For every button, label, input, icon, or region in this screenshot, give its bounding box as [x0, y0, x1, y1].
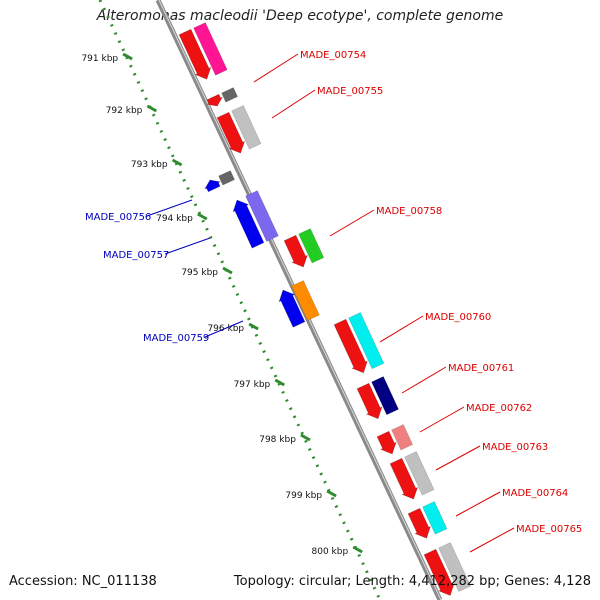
- label-leader-line: [204, 320, 244, 338]
- tick-label: 794 kbp: [156, 214, 193, 224]
- label-leader-line: [253, 53, 299, 83]
- tick-mark: [146, 104, 158, 113]
- gene-arrow[interactable]: [232, 199, 265, 249]
- accession-text: Accession: NC_011138: [9, 574, 157, 589]
- tick-label: 797 kbp: [234, 380, 271, 390]
- tick-track: 791 kbp 792 kbp 793 kbp 794 kbp 795 kbp 796 k…: [81, 0, 382, 600]
- feature-unlabeled[interactable]: [205, 87, 238, 107]
- map-title: Alteromonas macleodii 'Deep ecotype', co…: [96, 8, 504, 24]
- label-layer: MADE_00754 MADE_00755 MADE_00756 MADE_00757…: [85, 50, 582, 553]
- tick-mark: [274, 378, 285, 387]
- cog-bar[interactable]: [245, 190, 279, 242]
- cog-bar[interactable]: [218, 170, 235, 186]
- tick-mark: [197, 212, 208, 221]
- label-leader-line: [469, 527, 515, 553]
- label-leader-line: [435, 445, 481, 471]
- tick-label: 791 kbp: [81, 54, 118, 64]
- label-leader-line: [379, 315, 424, 343]
- tick-label: 800 kbp: [312, 547, 349, 557]
- feature-label[interactable]: MADE_00759: [143, 333, 209, 344]
- tick-label: 796 kbp: [207, 324, 244, 334]
- feature-label[interactable]: MADE_00765: [516, 524, 582, 535]
- feature-label[interactable]: MADE_00755: [317, 86, 383, 97]
- gene-arrow[interactable]: [376, 430, 397, 455]
- gene-arrow[interactable]: [204, 179, 222, 193]
- label-leader-line: [419, 406, 465, 433]
- tick-mark: [352, 545, 363, 554]
- tick-label: 798 kbp: [259, 435, 296, 445]
- cog-bar[interactable]: [193, 22, 228, 76]
- gene-arrow[interactable]: [407, 507, 431, 539]
- feature-label[interactable]: MADE_00761: [448, 363, 514, 374]
- tick-label: 793 kbp: [131, 160, 168, 170]
- cog-bar[interactable]: [231, 105, 262, 150]
- gene-arrow[interactable]: [278, 289, 306, 328]
- gene-arrow[interactable]: [423, 548, 455, 596]
- gene-arrow[interactable]: [333, 318, 368, 374]
- feature-label[interactable]: MADE_00757: [103, 250, 169, 261]
- cog-bar[interactable]: [371, 376, 399, 416]
- feature-made-00765[interactable]: [423, 542, 471, 596]
- cog-bar[interactable]: [404, 451, 435, 496]
- feature-label[interactable]: MADE_00762: [466, 403, 532, 414]
- gene-arrow[interactable]: [283, 234, 308, 268]
- tick-mark: [326, 489, 337, 498]
- cog-bar[interactable]: [348, 312, 385, 370]
- tick-mark: [222, 266, 233, 275]
- feature-label[interactable]: MADE_00756: [85, 212, 151, 223]
- tick-label: 792 kbp: [106, 106, 143, 116]
- label-leader-line: [401, 366, 447, 394]
- feature-made-00757[interactable]: [232, 190, 279, 249]
- feature-made-00756[interactable]: [204, 170, 235, 193]
- cog-bar[interactable]: [221, 87, 238, 103]
- feature-made-00762[interactable]: [376, 424, 413, 455]
- feature-label[interactable]: MADE_00764: [502, 488, 568, 499]
- cog-bar[interactable]: [422, 501, 448, 535]
- feature-made-00760[interactable]: [333, 312, 385, 374]
- gene-arrow[interactable]: [356, 382, 383, 420]
- cog-bar[interactable]: [298, 228, 325, 264]
- feature-label[interactable]: MADE_00758: [376, 206, 442, 217]
- tick-mark: [300, 433, 311, 442]
- feature-label[interactable]: MADE_00760: [425, 312, 491, 323]
- tick-mark: [122, 52, 133, 61]
- feature-made-00764[interactable]: [407, 501, 448, 539]
- cog-bar[interactable]: [438, 542, 471, 592]
- feature-label[interactable]: MADE_00754: [300, 50, 366, 61]
- gene-arrow[interactable]: [205, 93, 224, 107]
- feature-made-00754[interactable]: [178, 22, 228, 80]
- feature-made-00761[interactable]: [356, 376, 399, 420]
- cog-bar[interactable]: [291, 280, 320, 321]
- tick-label: 795 kbp: [181, 268, 218, 278]
- topology-text: Topology: circular; Length: 4,412,282 bp…: [233, 574, 591, 589]
- feature-made-00759[interactable]: [278, 280, 320, 328]
- tick-mark: [171, 158, 183, 167]
- label-leader-line: [329, 209, 375, 237]
- cog-bar[interactable]: [391, 424, 413, 451]
- label-leader-line: [146, 199, 193, 217]
- gene-arrow[interactable]: [178, 28, 212, 80]
- feature-made-00755[interactable]: [216, 105, 262, 154]
- feature-track: [178, 22, 471, 596]
- feature-label[interactable]: MADE_00763: [482, 442, 548, 453]
- feature-made-00758[interactable]: [283, 228, 325, 268]
- label-leader-line: [455, 491, 501, 517]
- tick-mark: [248, 322, 259, 331]
- label-leader-line: [164, 237, 211, 255]
- gene-arrow[interactable]: [216, 111, 246, 154]
- feature-made-00763[interactable]: [389, 451, 435, 500]
- label-leader-line: [271, 89, 316, 119]
- tick-label: 799 kbp: [285, 491, 322, 501]
- gene-arrow[interactable]: [389, 457, 419, 500]
